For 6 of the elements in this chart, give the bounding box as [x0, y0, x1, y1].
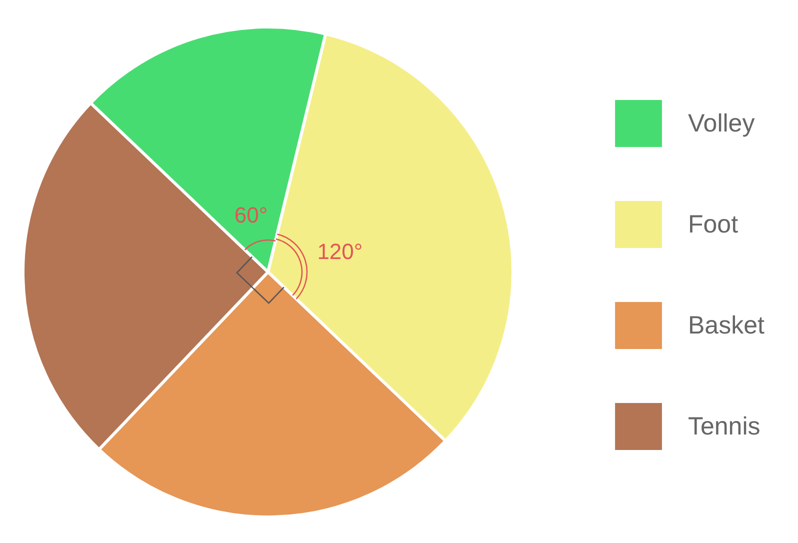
text: 60°: [234, 202, 268, 228]
legend-label: Volley: [688, 110, 756, 138]
legend-label: Tennis: [688, 412, 760, 440]
text: 120°: [317, 238, 363, 264]
legend-label: Basket: [688, 312, 764, 340]
legend-label: Foot: [688, 210, 738, 238]
